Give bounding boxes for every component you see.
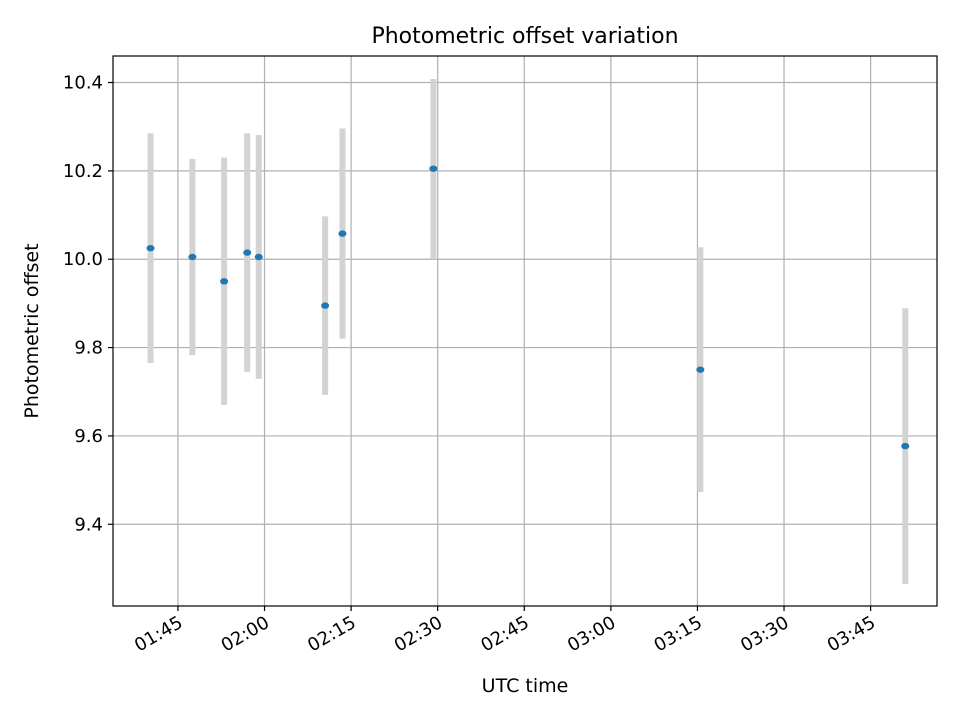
data-point — [220, 278, 229, 285]
data-point — [254, 253, 263, 261]
data-point — [429, 165, 438, 172]
chart-title: Photometric offset variation — [371, 24, 678, 49]
data-point — [321, 302, 330, 309]
y-tick-label: 10.0 — [63, 249, 103, 270]
data-point — [901, 442, 910, 450]
y-axis-label: Photometric offset — [21, 243, 43, 418]
data-point — [188, 253, 197, 261]
y-tick-label: 10.2 — [63, 161, 103, 182]
y-axis-ticks: 9.4 9.6 9.8 10.0 10.2 10.4 — [63, 73, 113, 535]
data-point — [146, 244, 155, 252]
x-axis-label: UTC time — [482, 675, 569, 697]
data-point — [338, 230, 347, 237]
y-tick-label: 9.4 — [74, 514, 103, 535]
y-tick-label: 10.4 — [63, 73, 103, 94]
grid — [113, 56, 937, 606]
data-points — [146, 165, 910, 450]
data-point — [696, 366, 705, 373]
plot-frame — [112, 55, 938, 607]
data-point — [243, 249, 252, 256]
y-tick-label: 9.8 — [74, 338, 103, 359]
y-tick-label: 9.6 — [74, 426, 103, 447]
